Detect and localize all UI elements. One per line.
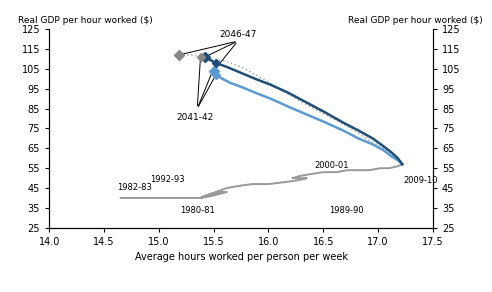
Text: 2009-10: 2009-10 xyxy=(403,176,438,185)
Text: 2046-47: 2046-47 xyxy=(219,30,256,39)
Text: 1980-81: 1980-81 xyxy=(180,206,215,215)
Text: Real GDP per hour worked ($): Real GDP per hour worked ($) xyxy=(348,16,483,25)
Text: 2041-42: 2041-42 xyxy=(177,113,214,121)
X-axis label: Average hours worked per person per week: Average hours worked per person per week xyxy=(135,252,347,262)
Text: 1982-83: 1982-83 xyxy=(117,183,152,192)
Text: 1989-90: 1989-90 xyxy=(329,206,364,215)
Text: Real GDP per hour worked ($): Real GDP per hour worked ($) xyxy=(19,16,153,25)
Text: 2000-01: 2000-01 xyxy=(314,161,349,170)
Text: 1992-93: 1992-93 xyxy=(150,175,184,184)
